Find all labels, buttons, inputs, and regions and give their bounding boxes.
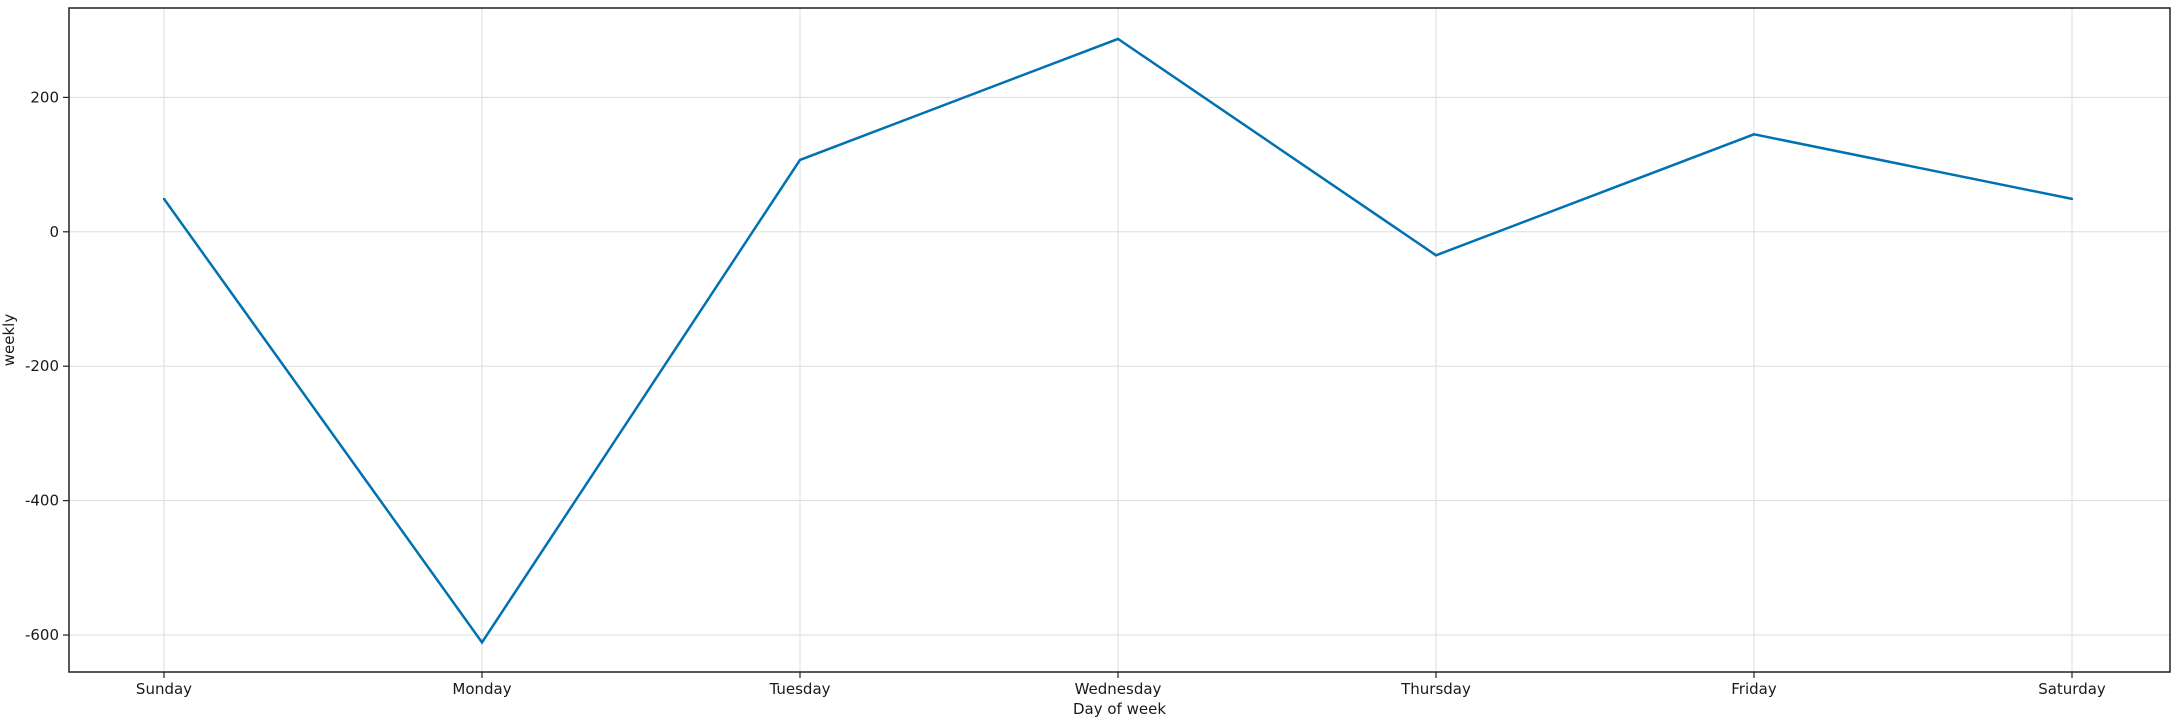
y-tick-label: -200 <box>25 357 59 375</box>
x-tick-label: Friday <box>1731 680 1777 698</box>
data-point <box>2070 197 2074 201</box>
y-tick-label: -400 <box>25 492 59 510</box>
axis-ticks: Sunday Monday Tuesday Wednesday Thursday Frid… <box>25 88 2106 698</box>
x-tick-label: Wednesday <box>1075 680 1162 698</box>
x-tick-label: Thursday <box>1400 680 1471 698</box>
x-tick-label: Sunday <box>136 680 192 698</box>
x-axis-label: Day of week <box>1073 700 1166 718</box>
data-point <box>480 641 484 644</box>
series <box>162 37 2074 645</box>
data-point <box>1116 37 1120 41</box>
grid <box>69 8 2170 672</box>
data-point <box>798 158 802 162</box>
data-point <box>1752 133 1756 136</box>
plot-frame <box>68 7 2171 673</box>
x-tick-label: Tuesday <box>768 680 830 698</box>
data-point <box>162 197 166 201</box>
y-tick-label: 200 <box>30 88 59 106</box>
y-tick-label: -600 <box>25 626 59 644</box>
x-tick-label: Saturday <box>2038 680 2106 698</box>
x-tick-label: Monday <box>452 680 511 698</box>
y-axis-label: weekly <box>0 314 18 367</box>
data-point <box>1434 254 1438 257</box>
y-tick-label: 0 <box>49 223 59 241</box>
